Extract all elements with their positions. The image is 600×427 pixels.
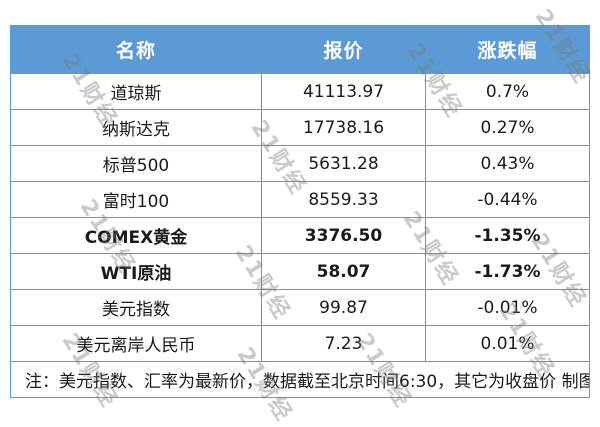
instrument-name: COMEX黄金 xyxy=(10,217,262,254)
instrument-name: 美元离岸人民币 xyxy=(10,325,262,362)
instrument-change: 0.01% xyxy=(425,325,590,362)
instrument-quote: 99.87 xyxy=(261,289,426,326)
instrument-change: 0.7% xyxy=(425,73,590,110)
table-row-comex-gold: COMEX黄金 3376.50 -1.35% xyxy=(10,217,590,254)
instrument-change: 0.27% xyxy=(425,109,590,146)
instrument-quote: 5631.28 xyxy=(261,145,426,182)
footnote-text: 注：美元指数、汇率为最新价，数据截至北京时间6:30，其它为收盘价 制图：21投… xyxy=(10,361,590,398)
table-row-dow-jones: 道琼斯 41113.97 0.7% xyxy=(10,73,590,110)
instrument-quote: 7.23 xyxy=(261,325,426,362)
instrument-quote: 41113.97 xyxy=(261,73,426,110)
instrument-quote: 8559.33 xyxy=(261,181,426,218)
instrument-change: -1.35% xyxy=(425,217,590,254)
instrument-name: 道琼斯 xyxy=(10,73,262,110)
instrument-change: -1.73% xyxy=(425,253,590,290)
table-row-sp500: 标普500 5631.28 0.43% xyxy=(10,145,590,182)
instrument-change: -0.44% xyxy=(425,181,590,218)
table-row-nasdaq: 纳斯达克 17738.16 0.27% xyxy=(10,109,590,146)
column-header-quote: 报价 xyxy=(261,25,426,74)
instrument-name: 美元指数 xyxy=(10,289,262,326)
instrument-name: 纳斯达克 xyxy=(10,109,262,146)
column-header-name: 名称 xyxy=(10,25,262,74)
instrument-change: 0.43% xyxy=(425,145,590,182)
infographic-canvas: 名称 报价 涨跌幅 道琼斯 41113.97 0.7% 纳斯达克 17738.1… xyxy=(10,5,595,426)
instrument-quote: 58.07 xyxy=(261,253,426,290)
table-row-usd-cnh: 美元离岸人民币 7.23 0.01% xyxy=(10,325,590,362)
instrument-name: 标普500 xyxy=(10,145,262,182)
instrument-name: WTI原油 xyxy=(10,253,262,290)
header-row: 名称 报价 涨跌幅 xyxy=(10,25,590,74)
instrument-name: 富时100 xyxy=(10,181,262,218)
column-header-change: 涨跌幅 xyxy=(425,25,590,74)
instrument-change: -0.01% xyxy=(425,289,590,326)
table-row-usd-index: 美元指数 99.87 -0.01% xyxy=(10,289,590,326)
table-row-ftse100: 富时100 8559.33 -0.44% xyxy=(10,181,590,218)
table-row-wti-crude: WTI原油 58.07 -1.73% xyxy=(10,253,590,290)
instrument-quote: 17738.16 xyxy=(261,109,426,146)
instrument-quote: 3376.50 xyxy=(261,217,426,254)
market-quotes-table: 名称 报价 涨跌幅 道琼斯 41113.97 0.7% 纳斯达克 17738.1… xyxy=(10,25,590,398)
footnote-row: 注：美元指数、汇率为最新价，数据截至北京时间6:30，其它为收盘价 制图：21投… xyxy=(10,361,590,398)
market-quotes-table-wrap: 名称 报价 涨跌幅 道琼斯 41113.97 0.7% 纳斯达克 17738.1… xyxy=(10,25,590,398)
